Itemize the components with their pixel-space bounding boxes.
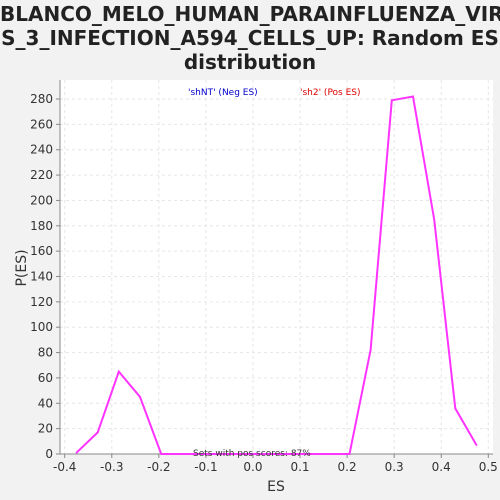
grid-lines	[60, 80, 493, 455]
x-tick-label: 0.2	[338, 460, 357, 474]
chart-title-line-3: distribution	[183, 50, 317, 74]
plot-area	[60, 80, 493, 454]
data-point	[202, 453, 205, 455]
x-tick-label: -0.1	[194, 460, 217, 474]
x-tick-label: -0.3	[100, 460, 123, 474]
data-point	[266, 453, 268, 455]
data-point	[391, 99, 393, 102]
y-tick-label: 0	[45, 447, 53, 461]
x-tick-label: 0.5	[479, 460, 498, 474]
data-point	[348, 453, 351, 455]
x-tick-label: 0.0	[243, 460, 262, 474]
es-series-line	[75, 95, 478, 455]
data-point	[454, 407, 457, 410]
y-tick-label: 260	[30, 117, 53, 131]
x-tick-label: 0.1	[290, 460, 309, 474]
data-point	[369, 349, 372, 351]
data-point	[223, 453, 226, 455]
y-tick-label: 240	[30, 143, 53, 157]
x-tick-label: 0.3	[385, 460, 404, 474]
chart-title: BLANCO_MELO_HUMAN_PARAINFLUENZA_VIRU S_3…	[0, 2, 500, 74]
y-axis-label: P(ES)	[14, 249, 30, 286]
y-tick-label: 80	[38, 346, 53, 360]
data-point	[412, 95, 414, 98]
data-point	[433, 218, 435, 221]
data-point	[139, 396, 141, 398]
data-point	[287, 453, 290, 455]
y-tick-label: 140	[30, 270, 53, 284]
data-point	[160, 453, 162, 455]
chart-title-line-1: BLANCO_MELO_HUMAN_PARAINFLUENZA_VIRU	[0, 2, 500, 26]
data-point	[118, 370, 120, 373]
es-series-points	[75, 95, 478, 455]
y-tick-label: 220	[30, 168, 53, 182]
data-point	[329, 453, 332, 455]
y-tick-label: 200	[30, 193, 53, 207]
y-tick-label: 120	[30, 295, 53, 309]
y-tick-label: 180	[30, 219, 53, 233]
y-tick-label: 280	[30, 92, 53, 106]
data-point	[245, 453, 247, 455]
y-axis-ticks: 0 20 40 60 80 100 120 140 160 180 200 220 240 260 280	[30, 92, 60, 461]
data-point	[181, 453, 184, 455]
data-point	[75, 451, 78, 454]
y-tick-label: 100	[30, 320, 53, 334]
data-point	[308, 453, 311, 455]
legend-pos-es: 'sh2' (Pos ES)	[300, 88, 361, 98]
data-point	[475, 444, 478, 446]
x-tick-label: 0.4	[432, 460, 451, 474]
x-axis-label: ES	[267, 479, 285, 495]
y-tick-label: 160	[30, 244, 53, 258]
data-point	[96, 431, 99, 434]
legend-neg-es: 'shNT' (Neg ES)	[188, 88, 258, 98]
x-axis-ticks: -0.4 -0.3 -0.2 -0.1 0.0 0.1 0.2 0.3 0.4 0.5	[53, 454, 498, 474]
y-tick-label: 60	[38, 371, 53, 385]
chart-title-line-2: S_3_INFECTION_A594_CELLS_UP: Random ES	[1, 26, 499, 50]
pos-scores-annotation: Sets with pos scores: 87%	[193, 449, 311, 459]
y-tick-label: 20	[38, 422, 53, 436]
y-tick-label: 40	[38, 396, 53, 410]
x-tick-label: -0.4	[53, 460, 76, 474]
x-tick-label: -0.2	[147, 460, 170, 474]
